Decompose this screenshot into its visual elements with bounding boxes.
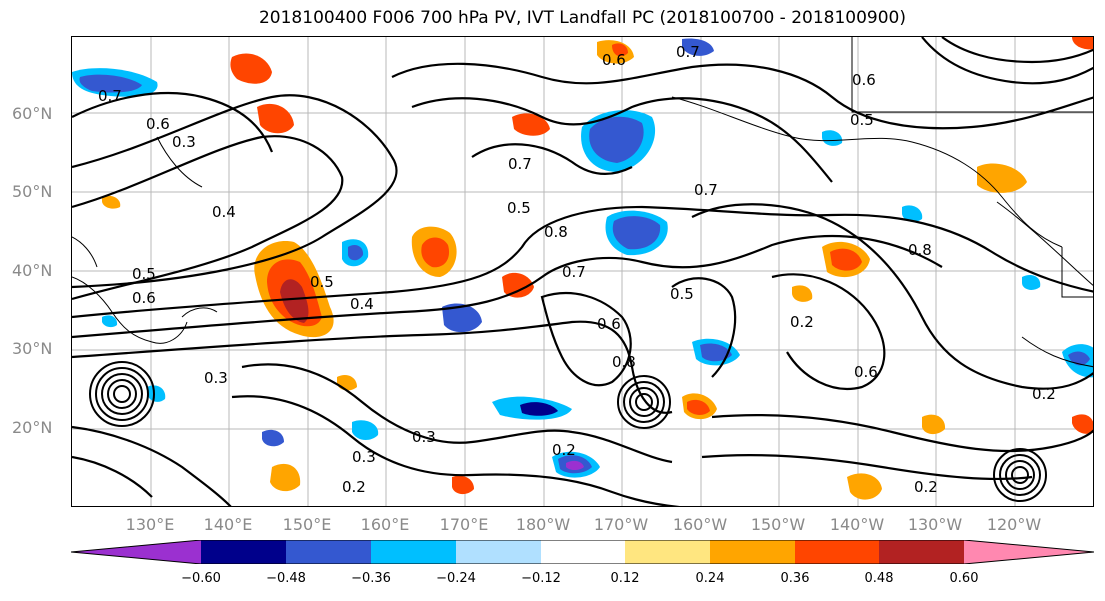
colorbar-bin (541, 540, 627, 564)
contour-label: 0.3 (352, 448, 376, 466)
contour-label: 0.6 (132, 289, 156, 307)
colorbar-tick: −0.24 (436, 571, 476, 586)
contour-label: 0.3 (204, 369, 228, 387)
colorbar-bin (710, 540, 796, 564)
lon-label-120w: 120°W (986, 515, 1042, 534)
colorbar-bin (456, 540, 542, 564)
lon-label-140w: 140°W (829, 515, 885, 534)
colorbar-extend-high (964, 540, 1094, 564)
lat-label-20n: 20°N (12, 418, 53, 437)
pv-negative-shading (72, 38, 1093, 478)
contour-label: 0.6 (146, 115, 170, 133)
contour-label: 0.3 (172, 133, 196, 151)
contour-label: 0.6 (597, 315, 621, 333)
lon-label-160e: 160°E (360, 515, 410, 534)
contour-label: 0.5 (310, 273, 334, 291)
lat-label-60n: 60°N (12, 104, 53, 123)
contour-label: 0.4 (212, 203, 236, 221)
contour-label: 0.6 (602, 51, 626, 69)
lon-label-180w: 180°W (515, 515, 571, 534)
lon-label-150w: 150°W (750, 515, 806, 534)
contour-label: 0.2 (914, 478, 938, 496)
contour-label: 0.7 (508, 155, 532, 173)
colorbar-bin (201, 540, 287, 564)
colorbar-tick: −0.36 (351, 571, 391, 586)
colorbar-bin (286, 540, 372, 564)
lon-label-140e: 140°E (203, 515, 253, 534)
map-panel[interactable]: 0.7 0.6 0.3 0.4 0.5 0.6 0.5 0.4 0.7 0.5 … (71, 36, 1094, 507)
map-title: 2018100400 F006 700 hPa PV, IVT Landfall… (258, 8, 906, 28)
colorbar-tick: 0.36 (780, 571, 810, 586)
contour-label: 0.6 (854, 363, 878, 381)
contour-label: 0.5 (850, 111, 874, 129)
contour-label: 0.7 (694, 181, 718, 199)
colorbar-bin (371, 540, 457, 564)
map-canvas: 0.7 0.6 0.3 0.4 0.5 0.6 0.5 0.4 0.7 0.5 … (72, 37, 1093, 506)
lon-label-130e: 130°E (125, 515, 175, 534)
contour-label: 0.8 (612, 353, 636, 371)
colorbar-bin (625, 540, 711, 564)
lon-label-160w: 160°W (672, 515, 728, 534)
contour-label: 0.7 (676, 43, 700, 61)
contour-label: 0.7 (562, 263, 586, 281)
contour-label: 0.5 (132, 265, 156, 283)
lon-label-130w: 130°W (907, 515, 963, 534)
colorbar-tick: 0.12 (610, 571, 640, 586)
colorbar-tick: −0.48 (266, 571, 306, 586)
colorbar (71, 540, 1094, 564)
contour-label: 0.7 (98, 87, 122, 105)
colorbar-tick: 0.24 (695, 571, 725, 586)
contour-label: 0.2 (1032, 385, 1056, 403)
contour-label: 0.2 (342, 478, 366, 496)
lon-label-170w: 170°W (593, 515, 649, 534)
contour-label: 0.8 (908, 241, 932, 259)
pv-positive-shading (102, 37, 1093, 500)
contour-label: 0.5 (507, 199, 531, 217)
colorbar-tick: −0.12 (521, 571, 561, 586)
contour-label: 0.5 (670, 285, 694, 303)
lat-label-40n: 40°N (12, 261, 53, 280)
colorbar-bin (879, 540, 965, 564)
lon-label-150e: 150°E (282, 515, 332, 534)
contour-labels: 0.7 0.6 0.3 0.4 0.5 0.6 0.5 0.4 0.7 0.5 … (98, 43, 1056, 496)
contour-label: 0.2 (790, 313, 814, 331)
contour-label: 0.3 (412, 428, 436, 446)
colorbar-extend-low (71, 540, 201, 564)
ivt-contours (72, 37, 1093, 506)
lat-label-50n: 50°N (12, 182, 53, 201)
colorbar-tick: 0.48 (864, 571, 894, 586)
ivt-closed-circulations (89, 361, 1047, 502)
lat-label-30n: 30°N (12, 339, 53, 358)
contour-label: 0.8 (544, 223, 568, 241)
lon-label-170e: 170°E (439, 515, 489, 534)
colorbar-tick: −0.60 (181, 571, 221, 586)
contour-label: 0.4 (350, 295, 374, 313)
colorbar-tick: 0.60 (949, 571, 979, 586)
contour-label: 0.2 (552, 441, 576, 459)
colorbar-bin (795, 540, 881, 564)
contour-label: 0.6 (852, 71, 876, 89)
coastlines (72, 37, 1093, 368)
